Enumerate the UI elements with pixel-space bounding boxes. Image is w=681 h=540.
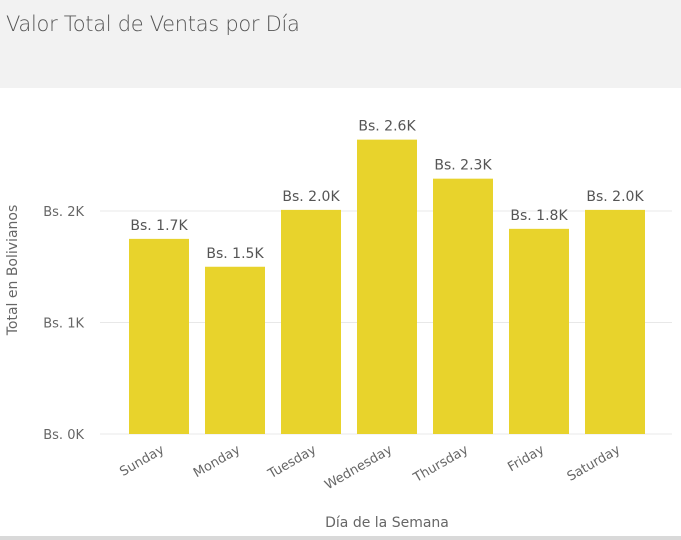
x-tick-label: Tuesday bbox=[265, 442, 319, 482]
x-tick-label: Friday bbox=[505, 442, 547, 475]
data-label: Bs. 2.0K bbox=[282, 189, 340, 205]
bar bbox=[585, 209, 645, 434]
data-label: Bs. 1.8K bbox=[510, 208, 568, 224]
data-label: Bs. 1.7K bbox=[130, 218, 188, 234]
bar bbox=[205, 266, 265, 434]
x-tick-label: Saturday bbox=[565, 442, 623, 484]
data-label: Bs. 2.0K bbox=[586, 189, 644, 205]
x-axis-label: Día de la Semana bbox=[325, 515, 449, 531]
y-axis-label: Total en Bolivianos bbox=[5, 205, 21, 337]
x-tick-label: Thursday bbox=[410, 442, 471, 486]
bar bbox=[357, 139, 417, 434]
x-tick-label: Monday bbox=[191, 442, 243, 481]
chart-header: Valor Total de Ventas por Día bbox=[0, 0, 681, 88]
x-tick-label: Sunday bbox=[117, 442, 167, 479]
y-tick-label: Bs. 2K bbox=[43, 205, 84, 220]
data-label: Bs. 2.3K bbox=[434, 158, 492, 174]
y-tick-label: Bs. 0K bbox=[43, 428, 84, 443]
bar bbox=[281, 209, 341, 434]
x-tick-label: Wednesday bbox=[322, 442, 395, 493]
bar bbox=[509, 228, 569, 434]
bar bbox=[129, 238, 189, 434]
bar bbox=[433, 178, 493, 434]
chart-title: Valor Total de Ventas por Día bbox=[6, 12, 300, 36]
data-label: Bs. 1.5K bbox=[206, 246, 264, 262]
data-label: Bs. 2.6K bbox=[358, 119, 416, 135]
bottom-border bbox=[0, 536, 681, 540]
y-tick-label: Bs. 1K bbox=[43, 317, 84, 332]
